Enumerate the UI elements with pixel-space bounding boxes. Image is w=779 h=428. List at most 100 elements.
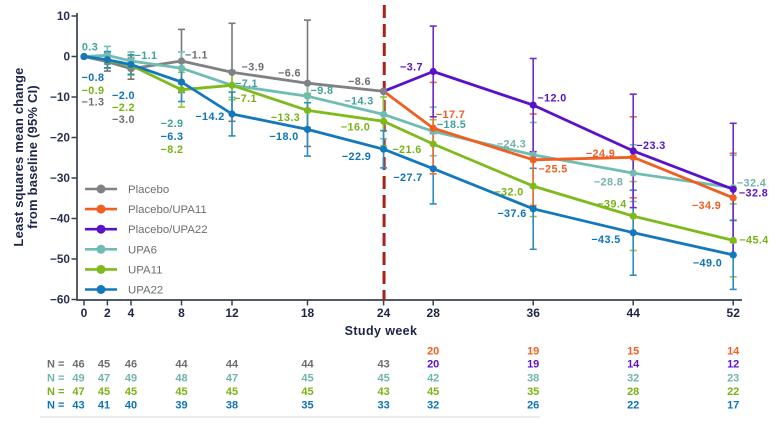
svg-text:22: 22 bbox=[727, 386, 739, 398]
svg-text:−3.7: −3.7 bbox=[400, 62, 423, 74]
svg-text:42: 42 bbox=[427, 373, 439, 385]
svg-text:Placebo: Placebo bbox=[128, 184, 169, 196]
svg-text:24: 24 bbox=[377, 306, 391, 320]
svg-text:45: 45 bbox=[226, 386, 238, 398]
svg-text:41: 41 bbox=[98, 400, 110, 412]
svg-text:−10: −10 bbox=[50, 90, 70, 104]
svg-text:−1.1: −1.1 bbox=[135, 50, 158, 62]
svg-text:45: 45 bbox=[301, 386, 313, 398]
svg-text:43: 43 bbox=[72, 400, 84, 412]
svg-text:28: 28 bbox=[427, 306, 441, 320]
svg-text:−24.3: −24.3 bbox=[497, 138, 526, 150]
svg-text:32: 32 bbox=[427, 400, 439, 412]
svg-text:2: 2 bbox=[104, 306, 111, 320]
svg-text:38: 38 bbox=[527, 373, 539, 385]
svg-text:28: 28 bbox=[627, 386, 639, 398]
svg-text:−2.9: −2.9 bbox=[161, 118, 184, 130]
svg-text:UPA11: UPA11 bbox=[128, 264, 162, 276]
svg-text:45: 45 bbox=[175, 386, 187, 398]
svg-text:15: 15 bbox=[627, 346, 639, 358]
svg-text:44: 44 bbox=[301, 359, 314, 371]
svg-text:−37.6: −37.6 bbox=[497, 208, 526, 220]
svg-text:−0.8: −0.8 bbox=[82, 72, 105, 84]
svg-text:−21.6: −21.6 bbox=[392, 144, 421, 156]
svg-text:N =: N = bbox=[47, 400, 64, 412]
svg-text:−22.9: −22.9 bbox=[342, 151, 371, 163]
svg-text:−6.6: −6.6 bbox=[278, 67, 301, 79]
svg-text:−49.0: −49.0 bbox=[693, 257, 722, 269]
svg-text:38: 38 bbox=[226, 400, 238, 412]
svg-text:44: 44 bbox=[627, 306, 641, 320]
svg-text:14: 14 bbox=[727, 346, 740, 358]
svg-text:Study week: Study week bbox=[345, 324, 418, 338]
svg-text:−18.5: −18.5 bbox=[437, 119, 466, 131]
svg-text:−25.5: −25.5 bbox=[538, 163, 567, 175]
svg-text:−13.3: −13.3 bbox=[271, 112, 300, 124]
svg-text:−2.0: −2.0 bbox=[112, 90, 135, 102]
svg-text:−28.8: −28.8 bbox=[594, 176, 623, 188]
svg-text:N =: N = bbox=[47, 373, 64, 385]
svg-text:−7.1: −7.1 bbox=[234, 93, 257, 105]
svg-text:−0.9: −0.9 bbox=[82, 85, 105, 97]
svg-text:47: 47 bbox=[72, 386, 84, 398]
svg-text:Least squares mean changefrom: Least squares mean changefrom baseline (… bbox=[11, 67, 40, 246]
svg-text:48: 48 bbox=[175, 373, 187, 385]
svg-text:49: 49 bbox=[125, 373, 137, 385]
svg-text:−45.4: −45.4 bbox=[739, 234, 768, 246]
svg-text:−50: −50 bbox=[50, 252, 70, 266]
svg-text:UPA22: UPA22 bbox=[128, 285, 163, 297]
svg-text:−60: −60 bbox=[50, 293, 70, 307]
svg-text:17: 17 bbox=[727, 400, 739, 412]
svg-text:−20: −20 bbox=[50, 131, 70, 145]
svg-text:14: 14 bbox=[627, 359, 640, 371]
svg-text:35: 35 bbox=[301, 400, 313, 412]
svg-text:−30: −30 bbox=[50, 171, 70, 185]
svg-text:32: 32 bbox=[627, 373, 639, 385]
svg-text:19: 19 bbox=[527, 359, 539, 371]
svg-text:20: 20 bbox=[427, 346, 439, 358]
svg-text:8: 8 bbox=[178, 306, 185, 320]
svg-text:45: 45 bbox=[301, 373, 313, 385]
svg-text:N =: N = bbox=[47, 386, 64, 398]
svg-text:45: 45 bbox=[427, 386, 439, 398]
svg-text:−40: −40 bbox=[50, 212, 70, 226]
svg-text:47: 47 bbox=[226, 373, 238, 385]
svg-text:0: 0 bbox=[81, 306, 88, 320]
svg-text:19: 19 bbox=[527, 346, 539, 358]
svg-text:43: 43 bbox=[377, 359, 389, 371]
svg-text:−39.4: −39.4 bbox=[597, 198, 626, 210]
svg-text:0.3: 0.3 bbox=[82, 41, 98, 53]
svg-text:39: 39 bbox=[175, 400, 187, 412]
svg-text:46: 46 bbox=[72, 359, 84, 371]
svg-text:Placebo/UPA22: Placebo/UPA22 bbox=[128, 224, 208, 236]
svg-text:43: 43 bbox=[377, 386, 389, 398]
svg-text:4: 4 bbox=[128, 306, 135, 320]
svg-text:47: 47 bbox=[98, 373, 110, 385]
svg-text:−7.1: −7.1 bbox=[235, 78, 258, 90]
svg-text:−23.3: −23.3 bbox=[636, 140, 665, 152]
svg-text:−8.2: −8.2 bbox=[161, 144, 184, 156]
svg-text:45: 45 bbox=[377, 373, 389, 385]
svg-text:−6.3: −6.3 bbox=[161, 131, 184, 143]
svg-text:12: 12 bbox=[727, 359, 739, 371]
svg-text:−2.2: −2.2 bbox=[112, 102, 135, 114]
svg-text:−1.3: −1.3 bbox=[82, 96, 105, 108]
svg-text:UPA6: UPA6 bbox=[128, 244, 157, 256]
svg-text:−14.3: −14.3 bbox=[344, 96, 373, 108]
svg-text:52: 52 bbox=[727, 306, 741, 320]
svg-text:49: 49 bbox=[72, 373, 84, 385]
svg-text:Placebo/UPA11: Placebo/UPA11 bbox=[128, 204, 207, 216]
svg-text:40: 40 bbox=[125, 400, 137, 412]
svg-text:−32.8: −32.8 bbox=[739, 187, 768, 199]
svg-text:20: 20 bbox=[427, 359, 439, 371]
svg-text:−14.2: −14.2 bbox=[195, 111, 224, 123]
svg-text:−3.9: −3.9 bbox=[242, 61, 265, 73]
svg-text:45: 45 bbox=[98, 359, 110, 371]
svg-text:−24.9: −24.9 bbox=[586, 148, 615, 160]
svg-text:10: 10 bbox=[57, 9, 71, 23]
svg-text:N =: N = bbox=[47, 359, 64, 371]
svg-text:45: 45 bbox=[125, 386, 137, 398]
svg-text:36: 36 bbox=[527, 306, 541, 320]
svg-text:22: 22 bbox=[627, 400, 639, 412]
svg-text:−32.0: −32.0 bbox=[494, 186, 523, 198]
